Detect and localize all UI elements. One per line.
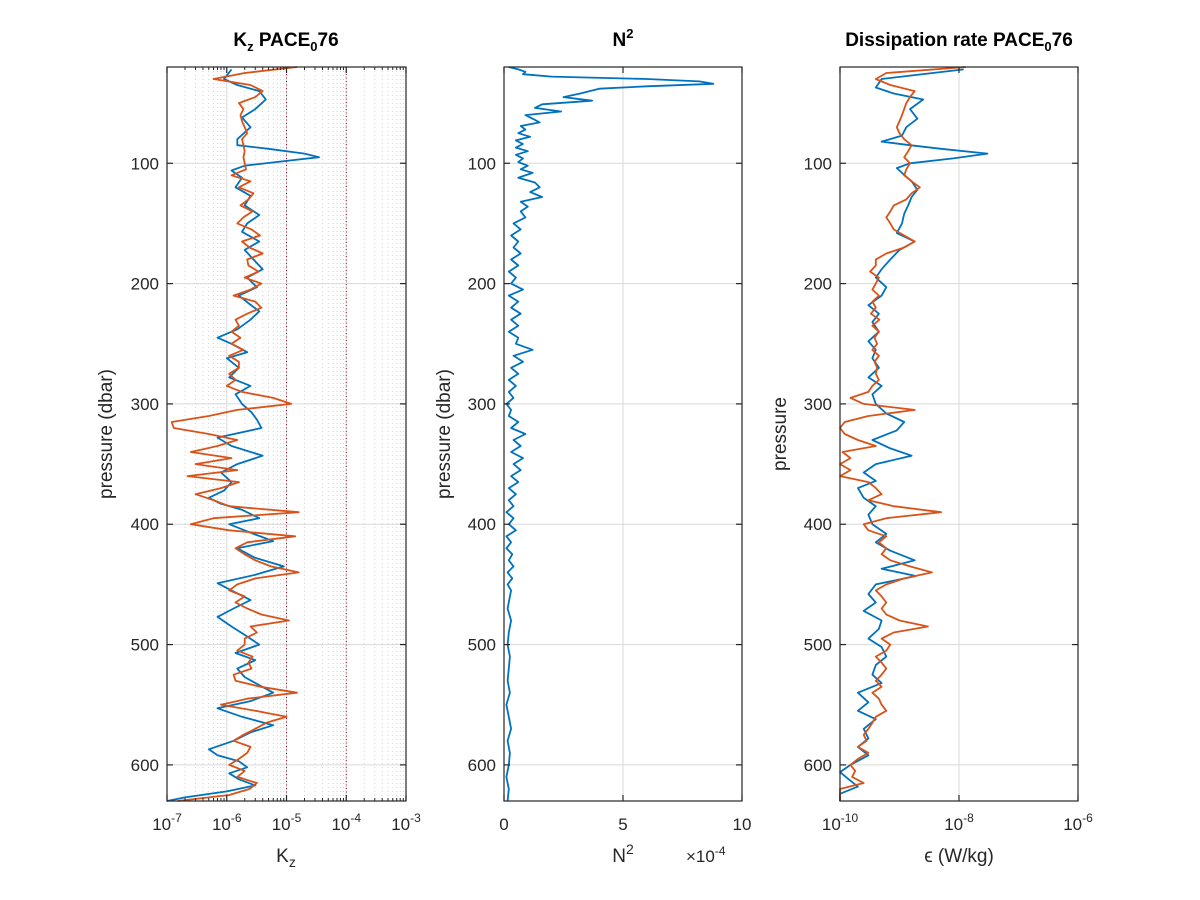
n2-x-exponent-label: ×10-4	[686, 844, 726, 866]
eps-y-tick-label: 600	[804, 756, 832, 775]
kz-y-tick-label: 200	[131, 275, 159, 294]
kz-y-tick-label: 100	[131, 154, 159, 173]
eps-series-1-line	[839, 68, 989, 801]
kz-x-tick-label: 10-6	[212, 811, 242, 834]
n2-y-tick-label: 500	[468, 636, 496, 655]
n2-x-axis-label: N2	[612, 841, 634, 867]
eps-series-lines	[839, 66, 989, 801]
eps-y-tick-label: 300	[804, 395, 832, 414]
kz-x-tick-label: 10-3	[391, 811, 421, 834]
kz-tick-marks	[166, 67, 407, 801]
kz-panel: 10-7 10-6 10-5 10-4 10-3 100200300400500600 …	[96, 30, 421, 870]
n2-series-lines	[505, 66, 715, 802]
n2-y-axis-label: pressure (dbar)	[434, 369, 455, 499]
eps-panel: 10-10 10-8 10-6 100 200 300 400 500 600 Dissipa…	[770, 30, 1093, 867]
eps-y-tick-labels: 100 200 300 400 500 600	[804, 154, 832, 775]
kz-x-tick-label: 10-5	[272, 811, 302, 834]
eps-title: Dissipation rate PACE076	[845, 30, 1073, 54]
eps-tick-marks	[839, 67, 1079, 801]
n2-y-tick-label: 600	[468, 756, 496, 775]
kz-x-axis-label: Kz	[276, 846, 296, 870]
n2-x-tick-labels: 0 5 10	[499, 815, 751, 834]
eps-y-tick-label: 500	[804, 636, 832, 655]
n2-panel: 0 5 10 100 200 300 400 500 600 N2 N2 ×10-4 pres…	[434, 26, 751, 867]
kz-x-tick-label: 10-4	[331, 811, 361, 834]
kz-x-tick-label: 10-7	[152, 811, 182, 834]
kz-title: Kz PACE076	[233, 30, 338, 54]
n2-x-tick-label: 0	[499, 815, 508, 834]
eps-x-tick-label: 10-6	[1063, 811, 1093, 834]
kz-y-tick-label: 500	[131, 636, 159, 655]
eps-x-tick-label: 10-8	[944, 811, 974, 834]
eps-x-tick-labels: 10-10 10-8 10-6	[822, 811, 1093, 834]
kz-y-tick-label: 400	[131, 515, 159, 534]
n2-y-tick-label: 200	[468, 275, 496, 294]
n2-y-tick-label: 300	[468, 395, 496, 414]
eps-y-tick-label: 400	[804, 515, 832, 534]
n2-x-tick-label: 5	[618, 815, 627, 834]
kz-y-tick-label: 300	[131, 395, 159, 414]
eps-x-tick-label: 10-10	[822, 811, 859, 834]
n2-y-tick-label: 100	[468, 154, 496, 173]
n2-series-1-line	[505, 66, 715, 802]
n2-y-tick-labels: 100 200 300 400 500 600	[468, 154, 496, 775]
kz-series-2-line	[170, 66, 300, 802]
eps-y-tick-label: 100	[804, 154, 832, 173]
eps-series-2-line	[839, 66, 966, 801]
eps-y-tick-label: 200	[804, 275, 832, 294]
n2-x-tick-label: 10	[733, 815, 752, 834]
kz-y-tick-labels: 100 200 300 400 500 600	[131, 154, 159, 775]
kz-x-tick-labels: 10-7 10-6 10-5 10-4 10-3	[152, 811, 421, 834]
eps-x-axis-label: ϵ (W/kg)	[924, 846, 994, 867]
kz-series-lines	[166, 66, 320, 802]
n2-tick-marks	[503, 67, 743, 801]
n2-y-tick-label: 400	[468, 515, 496, 534]
eps-y-axis-label: pressure	[770, 397, 791, 471]
kz-y-tick-label: 600	[131, 756, 159, 775]
n2-title: N2	[613, 26, 634, 51]
kz-y-axis-label: pressure (dbar)	[96, 369, 117, 499]
